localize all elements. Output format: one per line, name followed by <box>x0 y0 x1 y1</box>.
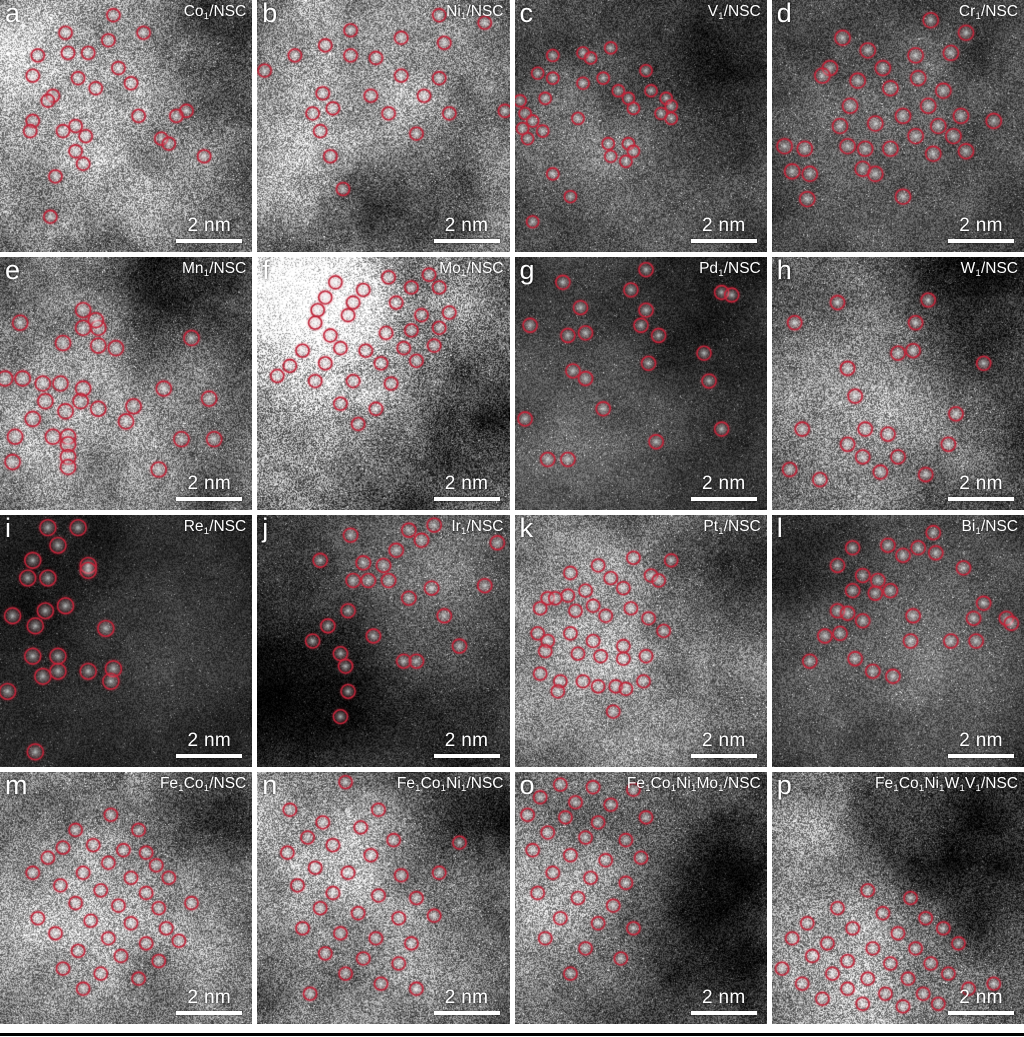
stem-panel-m: m Fe1Co1/NSC 2 nm <box>0 771 253 1024</box>
stem-panel-c: c V1/NSC 2 nm <box>514 0 767 253</box>
micrograph-image-n <box>257 771 510 1024</box>
stem-panel-b: b Ni1/NSC 2 nm <box>257 0 510 253</box>
micrograph-image-l <box>771 514 1024 767</box>
figure-bottom-rule <box>0 1033 1024 1036</box>
stem-panel-d: d Cr1/NSC 2 nm <box>771 0 1024 253</box>
stem-panel-f: f Mo1/NSC 2 nm <box>257 257 510 510</box>
micrograph-image-j <box>257 514 510 767</box>
micrograph-image-i <box>0 514 253 767</box>
micrograph-image-b <box>257 0 510 253</box>
stem-panel-k: k Pt1/NSC 2 nm <box>514 514 767 767</box>
stem-panel-l: l Bi1/NSC 2 nm <box>771 514 1024 767</box>
micrograph-image-m <box>0 771 253 1024</box>
micrograph-image-d <box>771 0 1024 253</box>
micrograph-image-h <box>771 257 1024 510</box>
stem-panel-g: g Pd1/NSC 2 nm <box>514 257 767 510</box>
stem-panel-e: e Mn1/NSC 2 nm <box>0 257 253 510</box>
stem-panel-j: j Ir1/NSC 2 nm <box>257 514 510 767</box>
micrograph-image-o <box>514 771 767 1024</box>
stem-panel-a: a Co1/NSC 2 nm <box>0 0 253 253</box>
micrograph-image-p <box>771 771 1024 1024</box>
micrograph-image-f <box>257 257 510 510</box>
micrograph-image-a <box>0 0 253 253</box>
micrograph-image-c <box>514 0 767 253</box>
stem-panel-i: i Re1/NSC 2 nm <box>0 514 253 767</box>
micrograph-image-g <box>514 257 767 510</box>
micrograph-image-e <box>0 257 253 510</box>
micrograph-image-k <box>514 514 767 767</box>
stem-panel-o: o Fe1Co1Ni1Mo1/NSC 2 nm <box>514 771 767 1024</box>
stem-panel-n: n Fe1Co1Ni1/NSC 2 nm <box>257 771 510 1024</box>
stem-panel-p: p Fe1Co1Ni1W1V1/NSC 2 nm <box>771 771 1024 1024</box>
stem-panel-h: h W1/NSC 2 nm <box>771 257 1024 510</box>
